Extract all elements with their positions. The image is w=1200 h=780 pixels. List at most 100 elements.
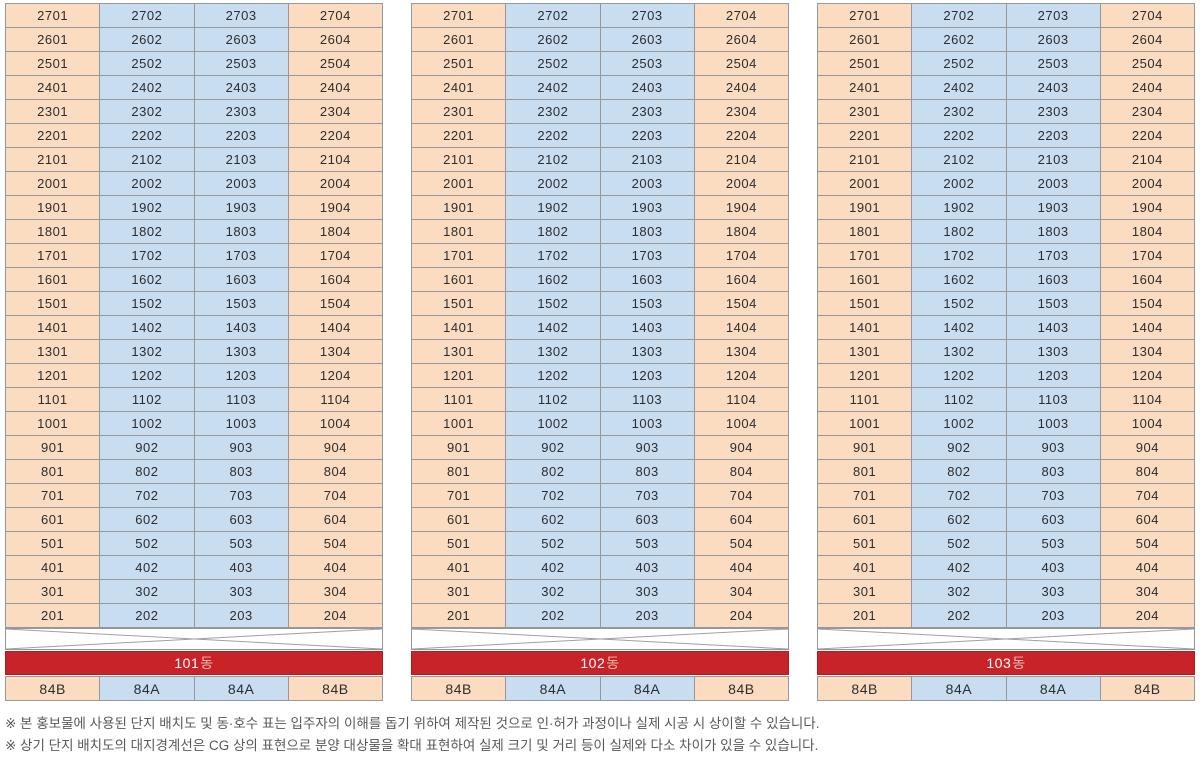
unit-cell: 2102 <box>505 147 601 172</box>
unit-cell: 1701 <box>4 243 101 268</box>
unit-cell: 402 <box>505 555 601 580</box>
unit-cell: 1802 <box>911 219 1007 244</box>
unit-cell: 603 <box>599 507 695 532</box>
unit-cell: 503 <box>193 531 289 556</box>
unit-cell: 2603 <box>193 27 289 52</box>
unit-cell: 802 <box>911 459 1007 484</box>
unit-cell: 2202 <box>99 123 195 148</box>
unit-type-cell: 84B <box>4 676 101 701</box>
unit-cell: 1602 <box>911 267 1007 292</box>
unit-type-cell: 84B <box>693 676 790 701</box>
unit-cell: 602 <box>911 507 1007 532</box>
unit-cell: 1403 <box>1005 315 1101 340</box>
unit-cell: 603 <box>1005 507 1101 532</box>
unit-cell: 2503 <box>1005 51 1101 76</box>
unit-cell: 1104 <box>693 387 790 412</box>
unit-cell: 2101 <box>410 147 507 172</box>
unit-cell: 1603 <box>193 267 289 292</box>
unit-cell: 402 <box>911 555 1007 580</box>
unit-cell: 1401 <box>4 315 101 340</box>
unit-cell: 2301 <box>4 99 101 124</box>
unit-cell: 1302 <box>505 339 601 364</box>
unit-cell: 2001 <box>4 171 101 196</box>
unit-cell: 604 <box>1099 507 1196 532</box>
unit-cell: 803 <box>1005 459 1101 484</box>
unit-cell: 2604 <box>287 27 384 52</box>
unit-cell: 404 <box>287 555 384 580</box>
unit-cell: 203 <box>193 603 289 628</box>
unit-cell: 603 <box>193 507 289 532</box>
floor-break <box>5 628 383 650</box>
unit-cell: 2701 <box>4 3 101 28</box>
building-number: 103 <box>986 655 1012 671</box>
building-number: 101 <box>174 655 200 671</box>
unit-cell: 2202 <box>505 123 601 148</box>
unit-cell: 801 <box>410 459 507 484</box>
unit-cell: 1404 <box>1099 315 1196 340</box>
unit-cell: 2104 <box>1099 147 1196 172</box>
unit-table: 2701 2702 2703 2704 2601 2602 2603 2604 2501 2502… <box>4 3 384 628</box>
unit-cell: 1201 <box>816 363 913 388</box>
unit-cell: 2201 <box>4 123 101 148</box>
unit-cell: 203 <box>599 603 695 628</box>
unit-cell: 1704 <box>287 243 384 268</box>
break-x-icon <box>6 629 382 649</box>
unit-cell: 2504 <box>693 51 790 76</box>
unit-type-cell: 84B <box>410 676 507 701</box>
unit-type-row: 84B 84A 84A 84B <box>410 676 790 701</box>
unit-cell: 1101 <box>816 387 913 412</box>
unit-cell: 704 <box>693 483 790 508</box>
unit-cell: 2704 <box>287 3 384 28</box>
unit-cell: 1703 <box>599 243 695 268</box>
break-x-icon <box>412 629 788 649</box>
unit-cell: 2503 <box>193 51 289 76</box>
unit-cell: 2502 <box>99 51 195 76</box>
unit-cell: 701 <box>410 483 507 508</box>
unit-cell: 2001 <box>410 171 507 196</box>
unit-cell: 302 <box>505 579 601 604</box>
unit-cell: 2102 <box>99 147 195 172</box>
unit-cell: 501 <box>816 531 913 556</box>
unit-cell: 1604 <box>1099 267 1196 292</box>
unit-cell: 1502 <box>99 291 195 316</box>
unit-cell: 2402 <box>505 75 601 100</box>
unit-cell: 2702 <box>911 3 1007 28</box>
unit-cell: 1802 <box>99 219 195 244</box>
unit-cell: 804 <box>1099 459 1196 484</box>
unit-cell: 702 <box>911 483 1007 508</box>
unit-cell: 2601 <box>410 27 507 52</box>
unit-type-cell: 84A <box>911 676 1007 701</box>
unit-cell: 404 <box>693 555 790 580</box>
unit-cell: 1801 <box>4 219 101 244</box>
unit-cell: 1002 <box>99 411 195 436</box>
unit-cell: 1403 <box>193 315 289 340</box>
unit-cell: 2004 <box>287 171 384 196</box>
unit-cell: 2203 <box>193 123 289 148</box>
unit-cell: 2101 <box>816 147 913 172</box>
unit-table: 2701 2702 2703 2704 2601 2602 2603 2604 2501 2502… <box>816 3 1196 628</box>
unit-cell: 303 <box>1005 579 1101 604</box>
unit-cell: 1604 <box>287 267 384 292</box>
unit-cell: 1001 <box>816 411 913 436</box>
unit-cell: 1002 <box>505 411 601 436</box>
unit-cell: 1703 <box>1005 243 1101 268</box>
unit-cell: 201 <box>4 603 101 628</box>
unit-cell: 1601 <box>4 267 101 292</box>
unit-cell: 504 <box>693 531 790 556</box>
unit-cell: 2402 <box>911 75 1007 100</box>
unit-cell: 2504 <box>1099 51 1196 76</box>
unit-type-cell: 84A <box>1005 676 1101 701</box>
unit-cell: 2504 <box>287 51 384 76</box>
unit-cell: 2201 <box>410 123 507 148</box>
unit-cell: 2602 <box>99 27 195 52</box>
unit-cell: 901 <box>816 435 913 460</box>
unit-cell: 1704 <box>693 243 790 268</box>
unit-cell: 1303 <box>193 339 289 364</box>
building-section-3: 2701 2702 2703 2704 2601 2602 2603 2604 2501 2502… <box>816 3 1196 701</box>
unit-cell: 2404 <box>693 75 790 100</box>
unit-table: 2701 2702 2703 2704 2601 2602 2603 2604 2501 2502… <box>410 3 790 628</box>
unit-cell: 2302 <box>505 99 601 124</box>
unit-cell: 1102 <box>911 387 1007 412</box>
building-section-1: 2701 2702 2703 2704 2601 2602 2603 2604 2501 2502… <box>4 3 384 701</box>
unit-cell: 2502 <box>911 51 1007 76</box>
